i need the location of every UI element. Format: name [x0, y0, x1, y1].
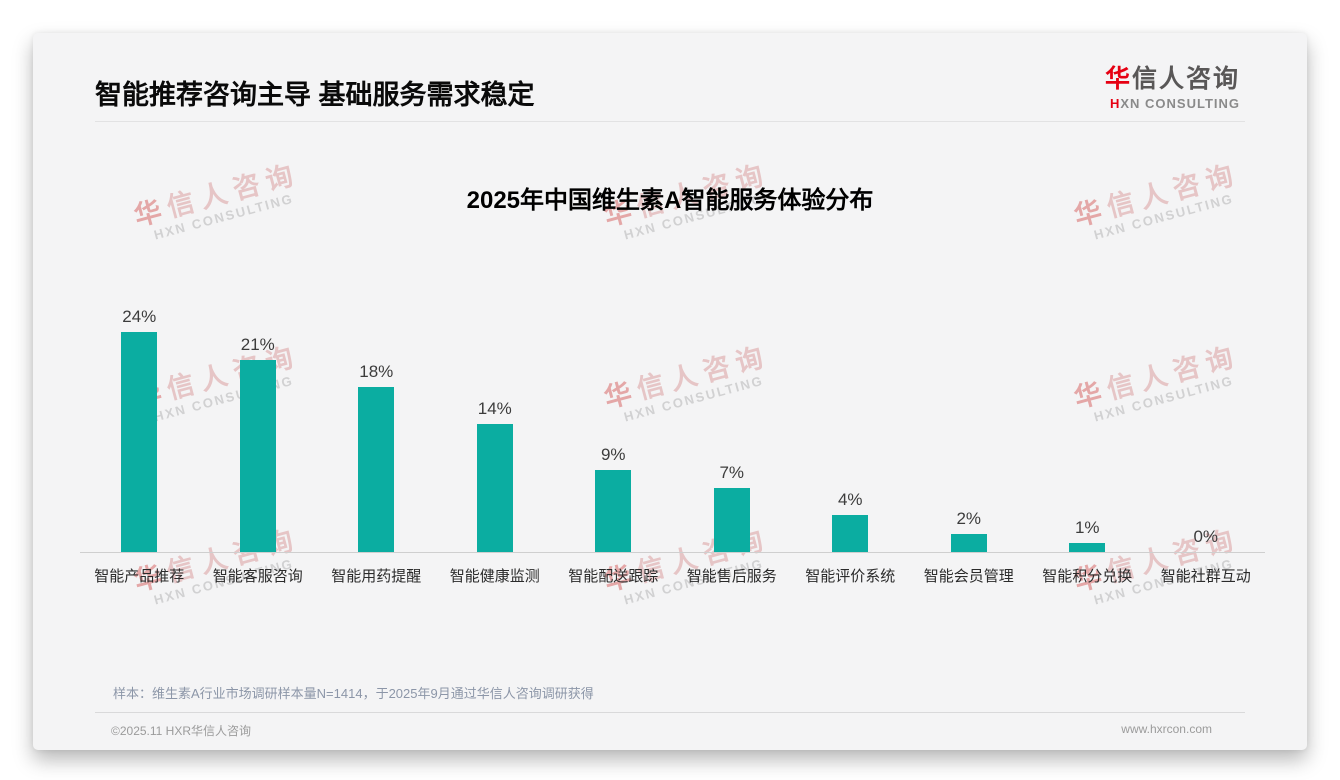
bar-value-label: 2%	[956, 508, 982, 528]
bar	[476, 423, 513, 552]
page-title: 智能推荐咨询主导 基础服务需求稳定	[95, 80, 535, 110]
category-label: 智能产品推荐	[94, 568, 185, 585]
bar	[595, 469, 632, 552]
bar-slot: 1%	[1028, 263, 1147, 552]
bar-slot: 7%	[673, 263, 792, 552]
bar-slot: 9%	[554, 263, 673, 552]
website-url: www.hxrcon.com	[1121, 722, 1212, 736]
bar-value-label: 0%	[1193, 527, 1219, 546]
category-label: 智能积分兑换	[1042, 568, 1133, 585]
category-axis: 智能产品推荐 智能客服咨询 智能用药提醒 智能健康监测 智能配送跟踪 智能售后服务 智能评价…	[80, 565, 1265, 586]
logo-english-text: HXN CONSULTING	[1109, 96, 1240, 111]
report-card: 华信人咨询 HXN CONSULTING 华信人咨询 HXN CONSULTING 华信…	[33, 33, 1307, 750]
bar-slot: 4%	[791, 263, 910, 552]
bar-value-label: 18%	[359, 362, 394, 381]
bar	[121, 332, 158, 552]
category-label: 智能用药提醒	[331, 568, 422, 585]
header-divider	[95, 121, 1245, 122]
category-label: 智能评价系统	[805, 568, 896, 585]
company-logo: 华信人咨询 HXN CONSULTING	[1105, 59, 1240, 111]
chart-title: 2025年中国维生素A智能服务体验分布	[466, 187, 874, 214]
category-label: 智能健康监测	[449, 568, 540, 585]
bar-slot: 2%	[910, 263, 1029, 552]
bar	[713, 487, 750, 552]
category-label: 智能配送跟踪	[568, 568, 659, 585]
bar-value-label: 9%	[600, 444, 626, 464]
category-label: 智能社群互动	[1160, 568, 1251, 585]
logo-chinese-text: 华信人咨询	[1104, 65, 1240, 93]
copyright-text: ©2025.11 HXR华信人咨询	[111, 724, 251, 738]
bar	[950, 533, 987, 552]
category-label: 智能客服咨询	[212, 568, 303, 585]
bar-value-label: 21%	[240, 334, 275, 354]
bar-slot: 0%	[1147, 263, 1266, 552]
bar	[358, 387, 395, 552]
bar-chart: 24% 21% 18% 14% 9% 7% 4% 2% 1% 0%	[80, 263, 1265, 553]
footer-divider	[95, 712, 1245, 713]
bar-slot: 14%	[436, 263, 555, 552]
category-label: 智能售后服务	[686, 568, 777, 585]
bar-value-label: 4%	[837, 490, 863, 510]
bar-value-label: 7%	[719, 462, 745, 482]
bar-value-label: 14%	[477, 398, 512, 418]
bar-value-label: 24%	[122, 307, 157, 326]
bar-slot: 24%	[80, 263, 199, 552]
bar-value-label: 1%	[1074, 517, 1100, 537]
bar	[239, 359, 276, 552]
bar-slot: 18%	[317, 263, 436, 552]
bar	[1069, 542, 1106, 552]
bar	[832, 515, 869, 552]
bar-slot: 21%	[199, 263, 318, 552]
sample-note: 样本：维生素A行业市场调研样本量N=1414，于2025年9月通过华信人咨询调研…	[113, 686, 594, 701]
category-label: 智能会员管理	[923, 568, 1014, 585]
